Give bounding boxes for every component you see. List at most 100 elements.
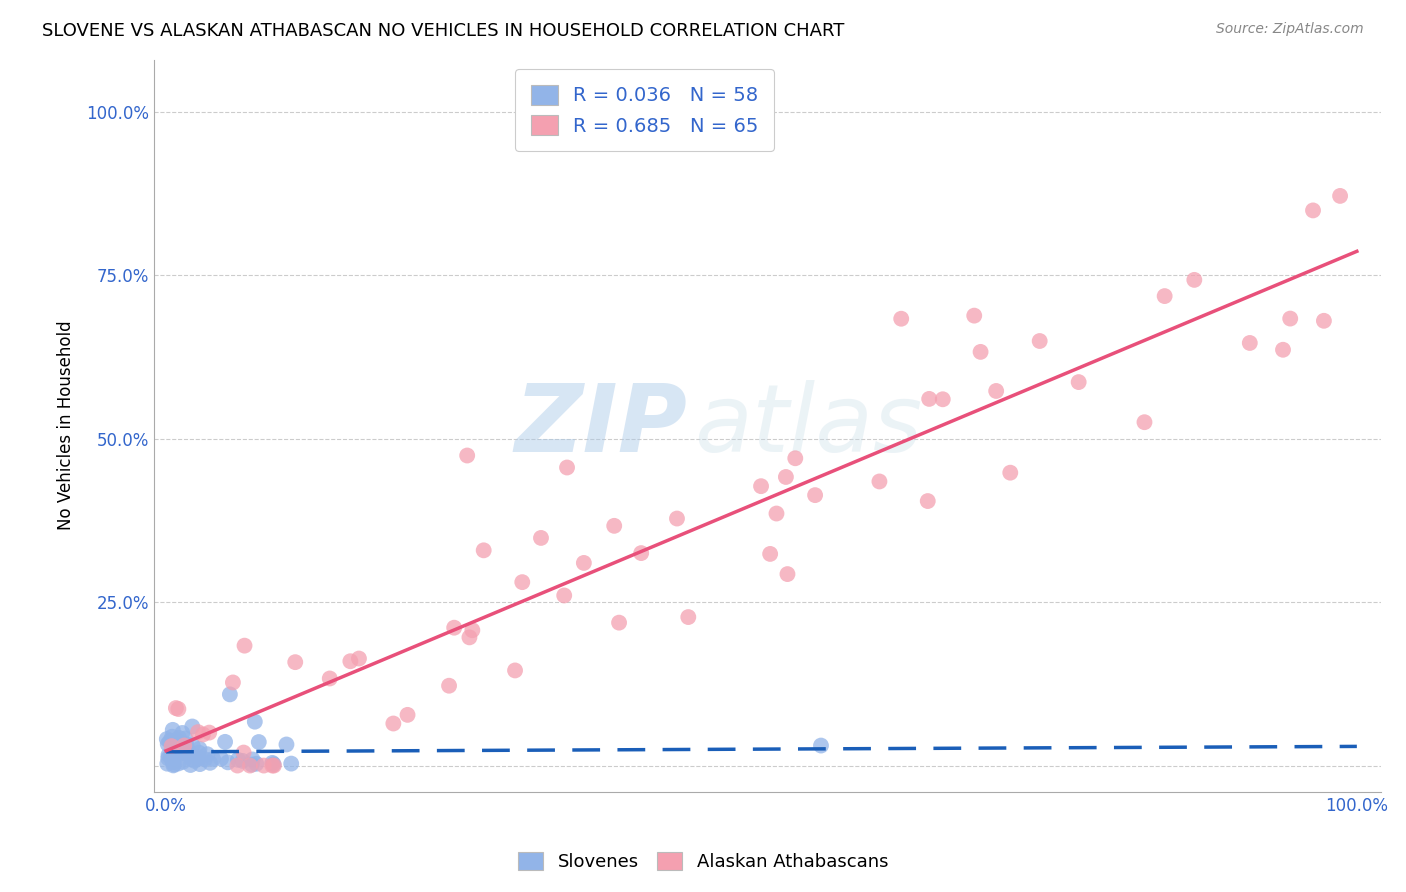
Text: ZIP: ZIP xyxy=(515,380,688,472)
Legend: R = 0.036   N = 58, R = 0.685   N = 65: R = 0.036 N = 58, R = 0.685 N = 65 xyxy=(515,70,775,152)
Point xyxy=(868,475,890,489)
Point xyxy=(226,753,249,767)
Point xyxy=(156,732,179,747)
Point xyxy=(932,392,955,407)
Point xyxy=(195,747,218,762)
Point xyxy=(630,546,652,560)
Point xyxy=(239,758,262,772)
Point xyxy=(785,451,807,466)
Point xyxy=(280,756,302,771)
Point xyxy=(776,567,799,582)
Point xyxy=(775,470,797,484)
Point xyxy=(986,384,1008,398)
Point xyxy=(187,746,209,760)
Point xyxy=(217,756,239,770)
Point xyxy=(176,747,198,761)
Point xyxy=(253,758,276,772)
Point xyxy=(1313,314,1336,328)
Point xyxy=(166,742,188,756)
Point xyxy=(177,742,200,756)
Point xyxy=(1329,189,1351,203)
Point xyxy=(918,392,941,406)
Point xyxy=(181,739,204,753)
Point xyxy=(510,575,533,590)
Text: SLOVENE VS ALASKAN ATHABASCAN NO VEHICLES IN HOUSEHOLD CORRELATION CHART: SLOVENE VS ALASKAN ATHABASCAN NO VEHICLE… xyxy=(42,22,845,40)
Point xyxy=(162,750,184,764)
Point xyxy=(319,672,342,686)
Point xyxy=(678,610,700,624)
Point xyxy=(183,754,205,768)
Point xyxy=(188,757,211,772)
Point xyxy=(167,756,190,771)
Point xyxy=(162,758,184,772)
Point xyxy=(233,639,256,653)
Point xyxy=(165,701,187,715)
Point xyxy=(240,757,263,772)
Point xyxy=(159,734,181,748)
Point xyxy=(156,756,179,771)
Point xyxy=(553,589,575,603)
Point xyxy=(160,730,183,744)
Point xyxy=(963,309,986,323)
Point xyxy=(179,758,201,772)
Point xyxy=(458,631,481,645)
Point xyxy=(162,755,184,769)
Point xyxy=(503,664,526,678)
Point xyxy=(245,756,267,771)
Point xyxy=(263,757,285,772)
Point xyxy=(339,654,361,668)
Point xyxy=(1239,335,1261,350)
Point xyxy=(169,747,191,761)
Point xyxy=(172,726,194,740)
Point xyxy=(1279,311,1302,326)
Point xyxy=(890,311,912,326)
Point xyxy=(160,739,183,753)
Point xyxy=(187,752,209,766)
Point xyxy=(810,739,832,753)
Point xyxy=(1153,289,1175,303)
Point xyxy=(194,752,217,766)
Point xyxy=(167,731,190,745)
Point xyxy=(167,745,190,759)
Text: Source: ZipAtlas.com: Source: ZipAtlas.com xyxy=(1216,22,1364,37)
Point xyxy=(276,738,298,752)
Point xyxy=(232,746,254,760)
Point xyxy=(443,621,465,635)
Point xyxy=(167,734,190,748)
Point xyxy=(765,507,787,521)
Point xyxy=(187,750,209,764)
Point xyxy=(1028,334,1050,348)
Point xyxy=(262,758,284,772)
Point xyxy=(242,752,264,766)
Point xyxy=(1182,273,1205,287)
Point xyxy=(188,741,211,756)
Point xyxy=(198,756,221,770)
Legend: Slovenes, Alaskan Athabascans: Slovenes, Alaskan Athabascans xyxy=(510,845,896,879)
Point xyxy=(181,719,204,733)
Point xyxy=(1302,203,1324,218)
Point xyxy=(187,725,209,739)
Point xyxy=(804,488,827,502)
Point xyxy=(218,687,240,701)
Point xyxy=(157,751,180,765)
Y-axis label: No Vehicles in Household: No Vehicles in Household xyxy=(58,321,75,531)
Point xyxy=(232,754,254,768)
Point xyxy=(209,752,232,766)
Point xyxy=(174,737,197,751)
Point xyxy=(437,679,460,693)
Point xyxy=(1000,466,1022,480)
Point xyxy=(1133,415,1156,429)
Point xyxy=(180,752,202,766)
Point xyxy=(759,547,782,561)
Point xyxy=(162,723,184,737)
Point xyxy=(1067,375,1090,389)
Point xyxy=(163,757,186,772)
Point xyxy=(665,511,688,525)
Point xyxy=(472,543,495,558)
Point xyxy=(172,755,194,769)
Point xyxy=(198,725,221,739)
Point xyxy=(284,655,307,669)
Point xyxy=(214,735,236,749)
Point xyxy=(603,518,626,533)
Point xyxy=(1272,343,1295,357)
